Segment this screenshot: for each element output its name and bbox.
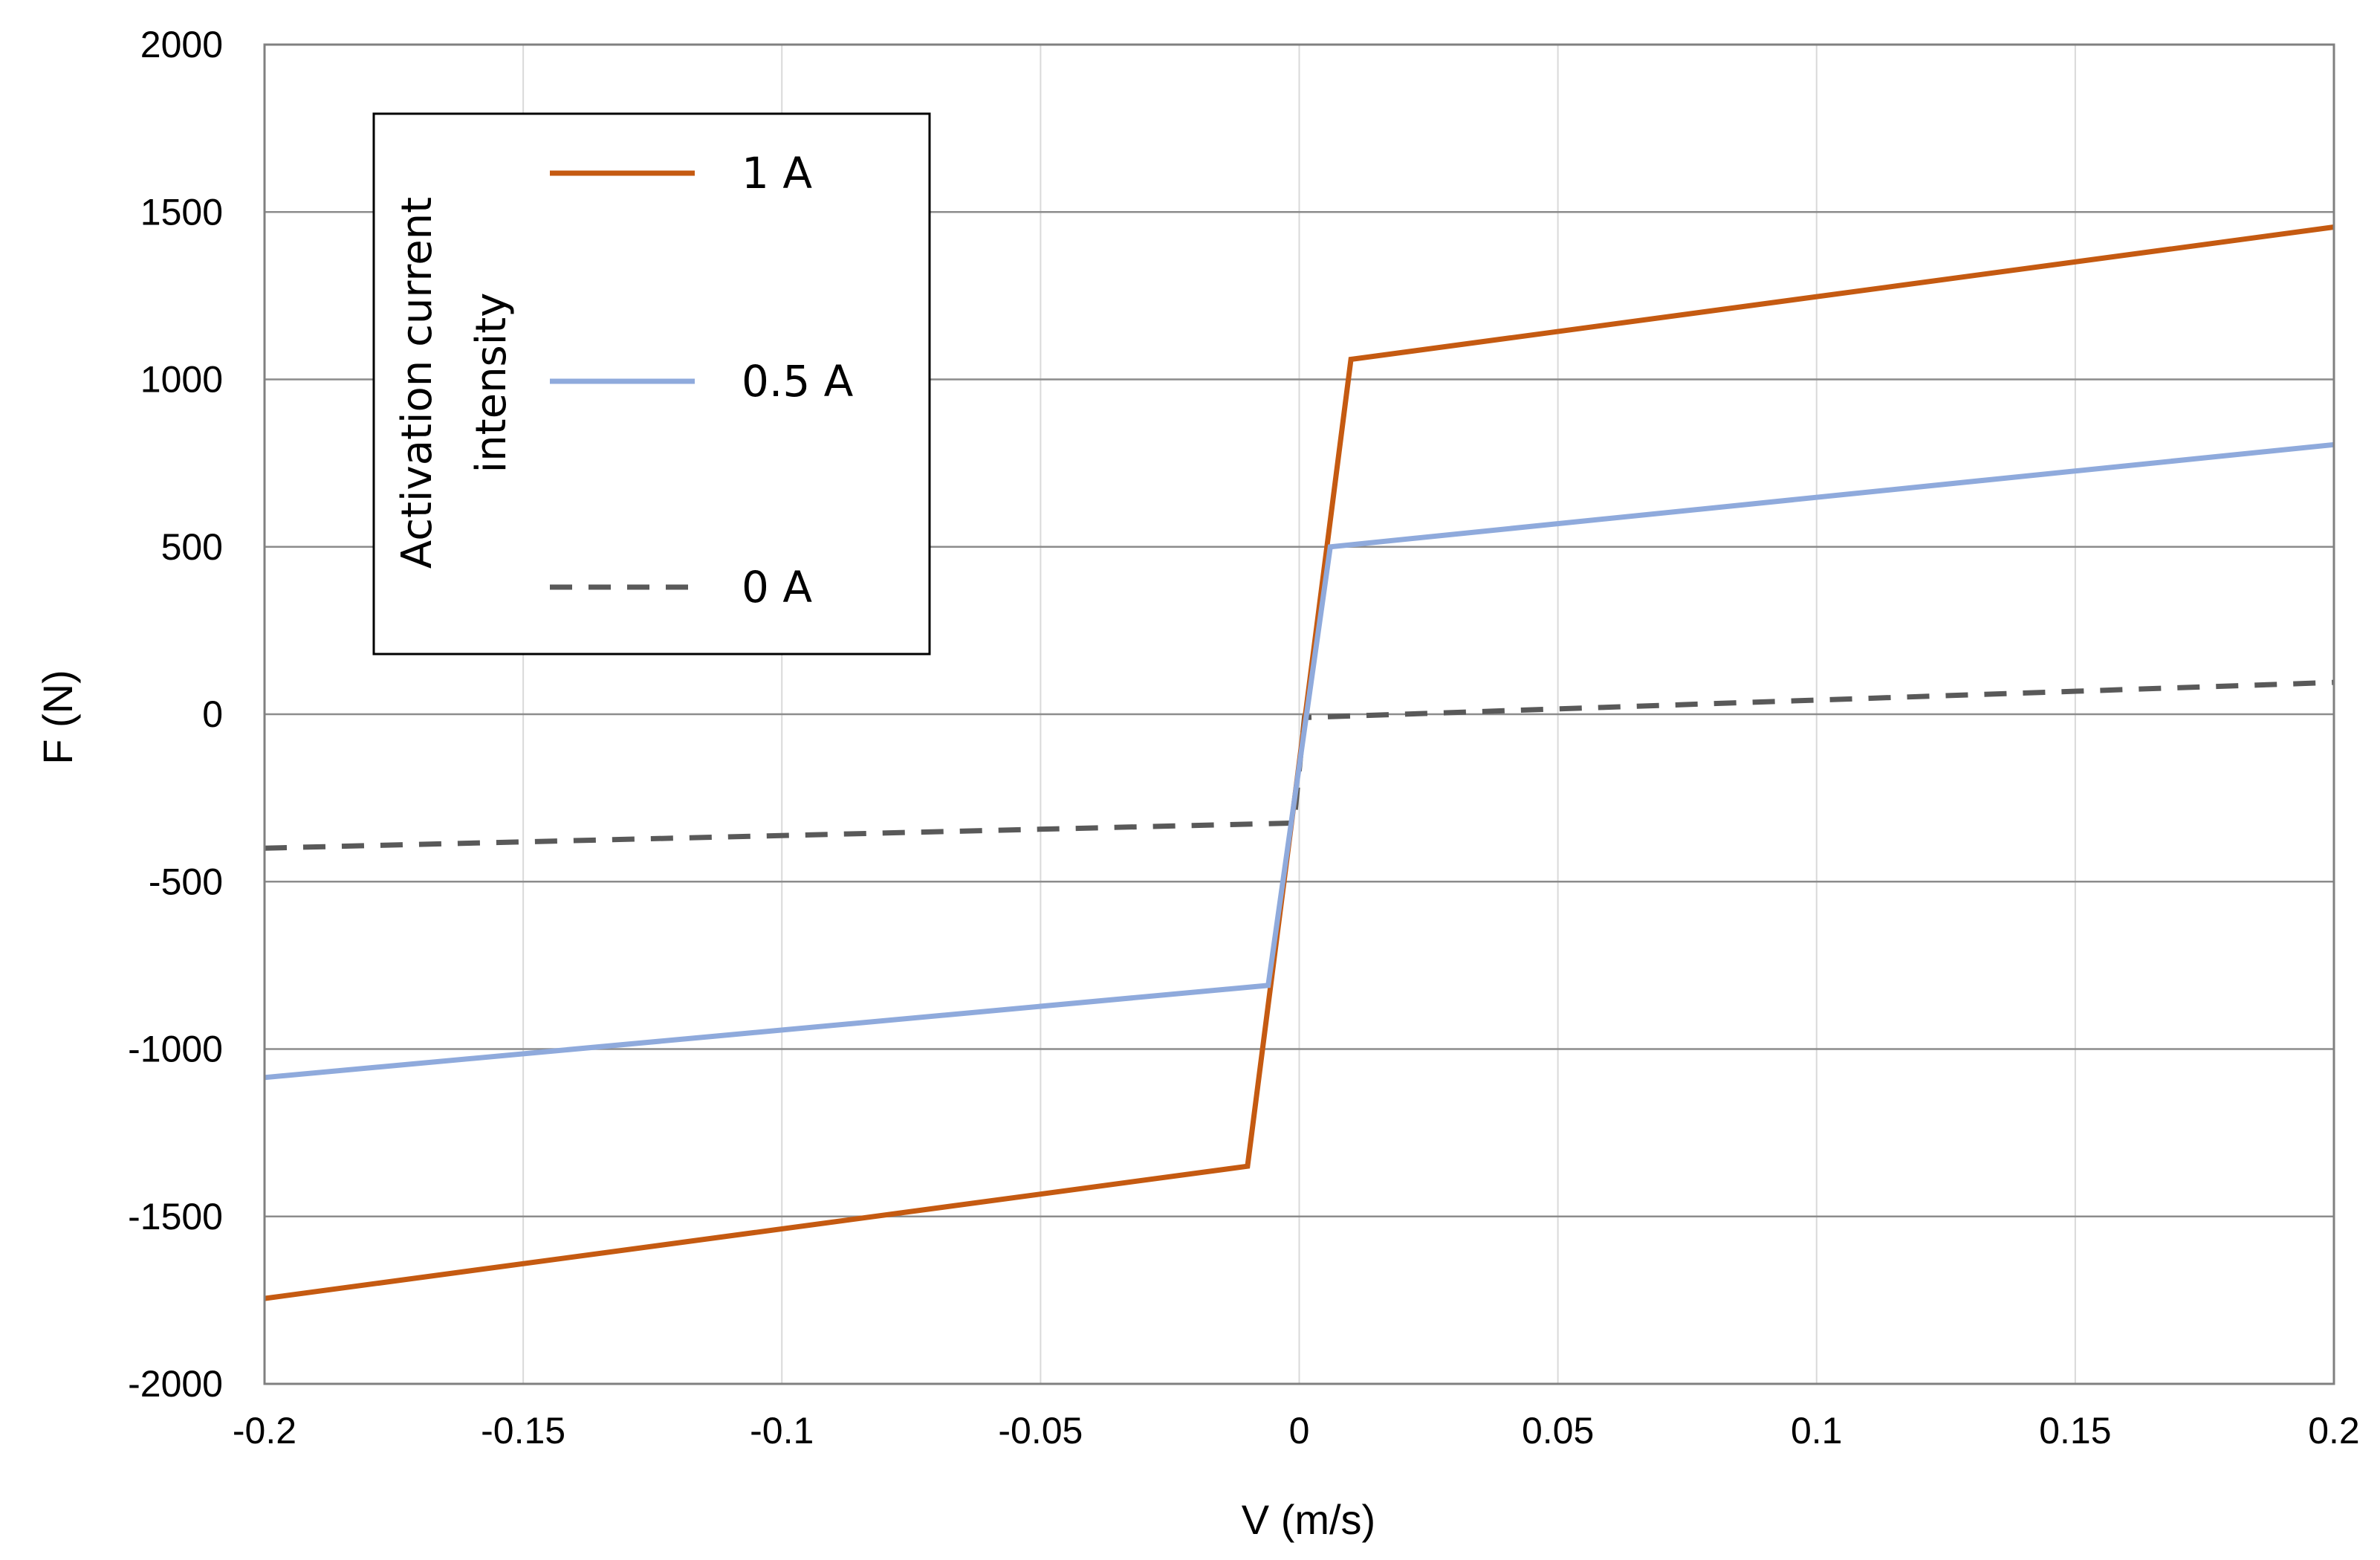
tick-labels: -0.2 -0.15 -0.1 -0.05 0 0.05 0.1 0.15 0.2 -2000 -1… (128, 24, 2360, 1451)
y-tick-label: -2000 (128, 1363, 223, 1405)
legend: Activation current intensity 1 A 0.5 A 0 A (372, 112, 931, 656)
plot-frame (263, 43, 2335, 1385)
series-group (264, 224, 2335, 1301)
series-line-0-5-a (264, 441, 2335, 1081)
legend-label: 1 A (742, 148, 812, 198)
x-tick-label: 0.15 (2039, 1410, 2111, 1451)
y-tick-label: -500 (149, 861, 223, 902)
x-tick-label: -0.1 (750, 1410, 814, 1451)
y-tick-label: 2000 (140, 24, 223, 65)
x-tick-label: 0.2 (2308, 1410, 2360, 1451)
legend-entries: 1 A 0.5 A 0 A (550, 148, 854, 612)
x-tick-label: 0.1 (1791, 1410, 1843, 1451)
legend-label: 0.5 A (742, 356, 854, 407)
y-tick-label: 1500 (140, 191, 223, 233)
legend-title-line-2: intensity (467, 293, 516, 473)
x-tick-label: 0 (1289, 1410, 1310, 1451)
x-axis-title: V (m/s) (1242, 1496, 1375, 1543)
y-tick-label: 1000 (140, 359, 223, 401)
x-tick-label: 0.05 (1522, 1410, 1594, 1451)
x-tick-label: -0.05 (998, 1410, 1083, 1451)
y-tick-label: 500 (161, 526, 223, 568)
y-tick-label: 0 (202, 693, 223, 735)
y-tick-label: -1000 (128, 1029, 223, 1070)
legend-label: 0 A (742, 562, 812, 612)
legend-title-line-1: Activation current (393, 197, 441, 569)
x-tick-label: -0.15 (481, 1410, 565, 1451)
x-tick-label: -0.2 (233, 1410, 296, 1451)
y-axis-title: F (N) (34, 670, 81, 765)
y-tick-label: -1500 (128, 1196, 223, 1237)
